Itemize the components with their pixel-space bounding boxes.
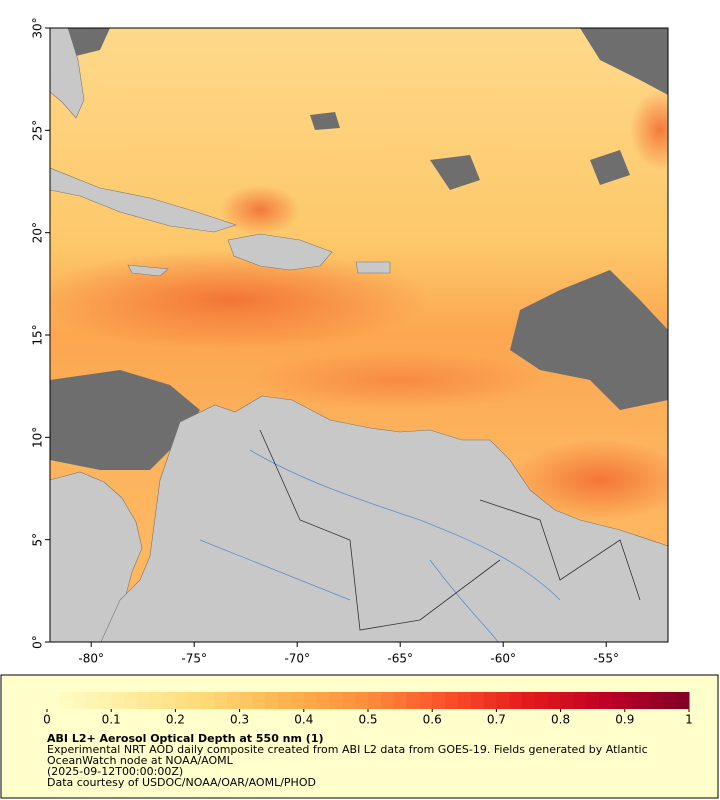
colorbar-step [329, 692, 343, 709]
colorbar-step [213, 692, 228, 709]
colorbar-step [483, 692, 497, 709]
legend-title: ABI L2+ Aerosol Optical Depth at 550 nm … [47, 732, 324, 745]
y-tick-label: 5° [31, 533, 45, 547]
y-tick-label: 0° [31, 635, 45, 649]
colorbar-step [522, 692, 536, 709]
colorbar-step [393, 692, 408, 709]
colorbar-step [59, 692, 74, 709]
x-tick-label: -60° [490, 652, 516, 666]
colorbar-step [72, 692, 87, 709]
colorbar-step [534, 692, 549, 709]
colorbar-step [252, 692, 266, 709]
colorbar-step [419, 692, 433, 709]
colorbar-step [342, 692, 356, 709]
colorbar-step [650, 692, 664, 709]
x-tick-label: -55° [593, 652, 619, 666]
colorbar-step [547, 692, 562, 709]
colorbar-step [290, 692, 305, 709]
colorbar-step [239, 692, 253, 709]
colorbar-step [637, 692, 651, 709]
colorbar-step [368, 692, 382, 709]
colorbar-tick-label: 0.8 [551, 713, 570, 727]
y-tick-label: 10° [31, 427, 45, 448]
colorbar-step [624, 692, 639, 709]
colorbar-tick-label: 0.3 [230, 713, 249, 727]
colorbar-step [188, 692, 202, 709]
colorbar-step [85, 692, 99, 709]
colorbar-step [265, 692, 279, 709]
colorbar-step [303, 692, 318, 709]
colorbar-step [560, 692, 574, 709]
colorbar-step [278, 692, 292, 709]
colorbar-step [611, 692, 626, 709]
colorbar-tick-label: 0.1 [102, 713, 121, 727]
colorbar-tick-label: 0.4 [294, 713, 313, 727]
colorbar-step [470, 692, 485, 709]
colorbar-step [355, 692, 369, 709]
colorbar-step [201, 692, 215, 709]
colorbar-tick-label: 0 [43, 713, 51, 727]
colorbar-step [432, 692, 446, 709]
y-tick-label: 15° [31, 324, 45, 345]
colorbar-step [316, 692, 330, 709]
colorbar-step [111, 692, 125, 709]
colorbar-step [496, 692, 510, 709]
x-tick-label: -80° [78, 652, 104, 666]
colorbar-step [663, 692, 677, 709]
map-image [50, 28, 668, 642]
colorbar-tick-label: 0.6 [423, 713, 442, 727]
colorbar-step [509, 692, 523, 709]
legend-line: (2025-09-12T00:00:00Z) [47, 765, 183, 778]
x-tick-label: -75° [181, 652, 207, 666]
legend-line: OceanWatch node at NOAA/AOML [47, 754, 234, 767]
colorbar-tick-label: 0.2 [166, 713, 185, 727]
colorbar-step [98, 692, 112, 709]
legend-line: Data courtesy of USDOC/NOAA/OAR/AOML/PHO… [47, 776, 316, 789]
colorbar-step [175, 692, 189, 709]
legend-line: Experimental NRT AOD daily composite cre… [47, 743, 648, 756]
colorbar-tick-label: 0.9 [615, 713, 634, 727]
colorbar-step [162, 692, 176, 709]
y-tick-label: 25° [31, 120, 45, 141]
x-tick-label: -65° [387, 652, 413, 666]
y-tick-label: 20° [31, 222, 45, 243]
colorbar-step [599, 692, 613, 709]
colorbar-step [380, 692, 395, 709]
colorbar-step [226, 692, 241, 709]
colorbar-step [586, 692, 600, 709]
colorbar-tick-label: 1 [685, 713, 693, 727]
y-tick-label: 30° [31, 17, 45, 38]
colorbar-step [676, 692, 690, 709]
x-tick-label: -70° [284, 652, 310, 666]
colorbar-step [124, 692, 138, 709]
colorbar-step [457, 692, 472, 709]
colorbar-tick-label: 0.7 [487, 713, 506, 727]
colorbar-step [149, 692, 164, 709]
colorbar-step [406, 692, 420, 709]
colorbar-step [573, 692, 587, 709]
colorbar-step [445, 692, 459, 709]
colorbar-tick-label: 0.5 [358, 713, 377, 727]
colorbar-step [136, 692, 151, 709]
colorbar-step [47, 692, 61, 709]
